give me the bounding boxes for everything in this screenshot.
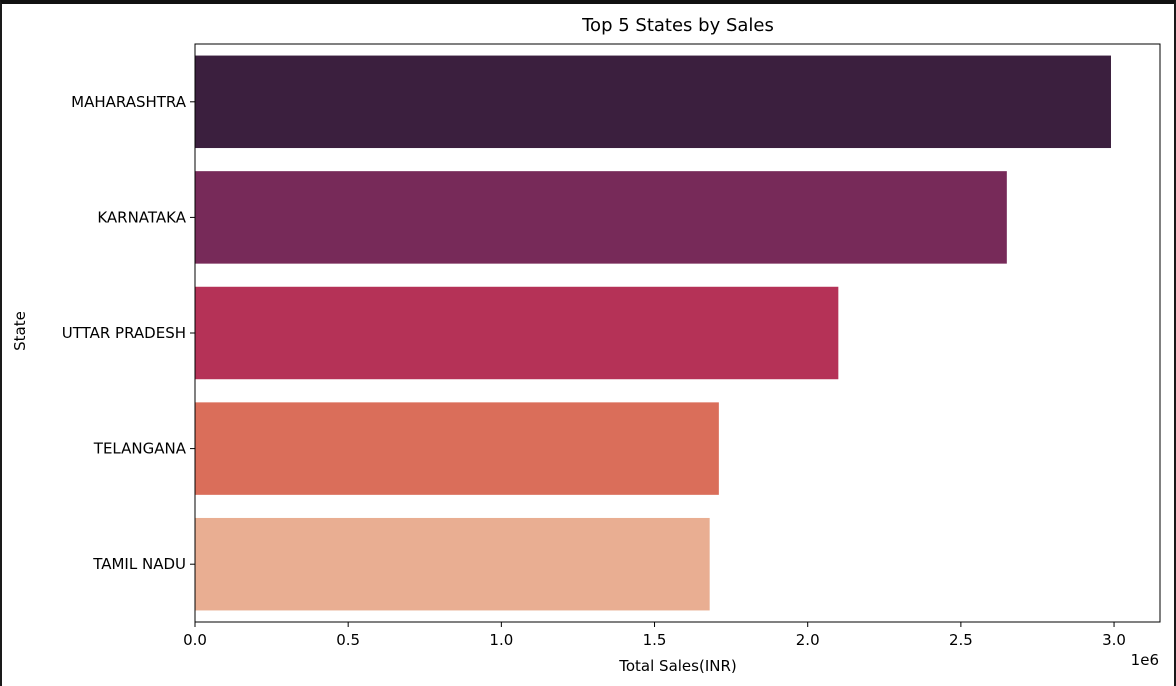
x-tick-label: 3.0: [1102, 631, 1126, 649]
x-axis-label: Total Sales(INR): [618, 657, 737, 675]
x-tick-label: 2.0: [796, 631, 820, 649]
x-ticks-group: 0.0 0.5 1.0 1.5 2.0 2.5 3.0: [183, 622, 1126, 649]
bars-group: [195, 55, 1111, 611]
x-tick-label: 0.0: [183, 631, 207, 649]
bar-chart: Top 5 States by Sales MAHARASHTRA KARNATA…: [11, 15, 1161, 675]
bar-uttar-pradesh: [195, 286, 839, 380]
bar-telangana: [195, 402, 719, 495]
y-tick-label: KARNATAKA: [97, 208, 186, 226]
x-tick-label: 2.5: [949, 631, 973, 649]
y-tick-label: TAMIL NADU: [92, 555, 186, 573]
x-tick-label: 0.5: [336, 631, 360, 649]
y-ticks-group: MAHARASHTRA KARNATAKA UTTAR PRADESH TELANGA…: [62, 93, 195, 573]
y-tick-label: UTTAR PRADESH: [62, 324, 186, 342]
bar-karnataka: [195, 171, 1007, 264]
x-tick-label: 1.0: [489, 631, 513, 649]
bar-maharashtra: [195, 55, 1111, 149]
x-scale-label: 1e6: [1131, 651, 1159, 669]
y-axis-label: State: [11, 311, 29, 351]
plot-area-frame: [194, 43, 1161, 623]
x-tick-label: 1.5: [643, 631, 667, 649]
y-tick-label: TELANGANA: [93, 440, 187, 458]
y-tick-label: MAHARASHTRA: [71, 93, 187, 111]
chart-title: Top 5 States by Sales: [581, 15, 774, 36]
bar-tamil-nadu: [195, 517, 710, 611]
